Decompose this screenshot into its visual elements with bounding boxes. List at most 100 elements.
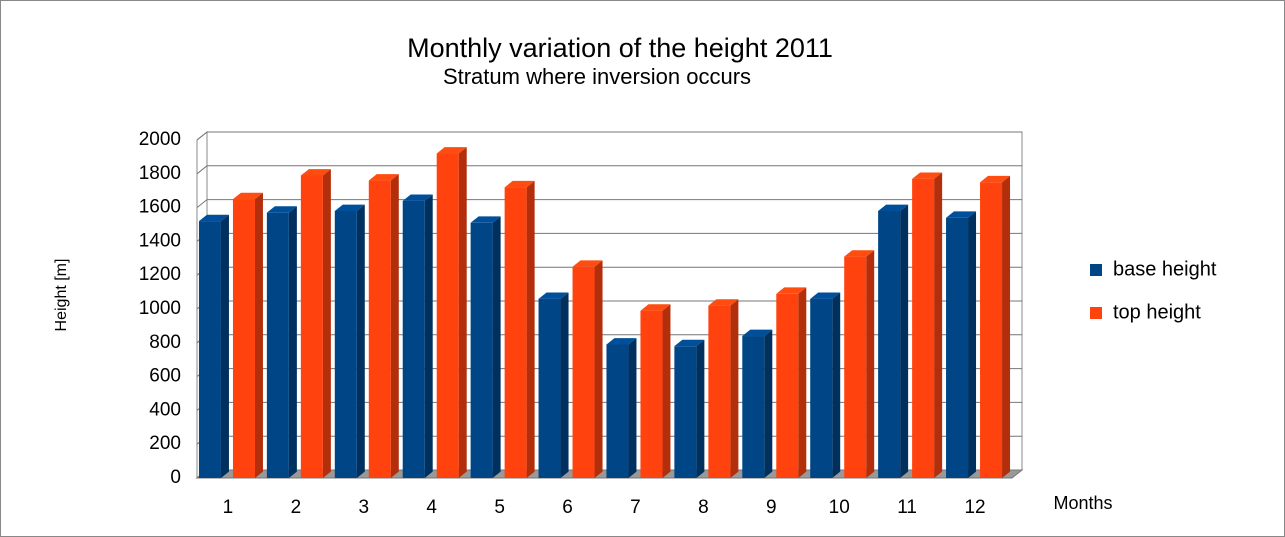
y-tick-label: 800 <box>149 332 181 353</box>
bar-side <box>866 250 875 478</box>
bar-top <box>402 194 433 201</box>
bar-top <box>946 211 977 218</box>
y-tick-label: 1600 <box>139 197 181 218</box>
bar-top <box>504 180 535 188</box>
bar-top <box>844 250 875 257</box>
bar-top <box>266 206 297 213</box>
x-tick-label: 4 <box>426 497 437 518</box>
bar-side <box>730 299 739 478</box>
x-tick-label: 3 <box>359 497 370 518</box>
y-tick-label: 200 <box>149 433 181 454</box>
y-tick-label: 1800 <box>139 163 181 184</box>
bar-side <box>322 169 331 478</box>
x-axis-label: Months <box>1053 493 1112 513</box>
bar-front <box>980 182 1003 478</box>
bar-side <box>798 287 807 478</box>
bar-side <box>662 304 671 478</box>
bar <box>810 292 841 478</box>
bar-side <box>288 206 297 478</box>
bar-front <box>912 178 935 478</box>
bar-side <box>628 338 637 478</box>
bar <box>946 211 977 479</box>
bar-top <box>606 338 637 345</box>
bar-front <box>266 212 289 479</box>
bar-front <box>300 175 323 479</box>
bar-front <box>436 153 459 478</box>
bar-top <box>640 304 671 311</box>
chart-subtitle: Stratum where inversion occurs <box>443 64 751 89</box>
grid-line-side <box>196 131 208 141</box>
bar-top <box>470 216 501 223</box>
bar <box>844 250 875 478</box>
bar <box>878 204 909 479</box>
bar <box>504 180 535 479</box>
bar-top <box>368 174 399 181</box>
bar-top <box>436 147 467 154</box>
bar-side <box>934 172 943 478</box>
bar-top <box>776 287 807 294</box>
x-tick-label: 8 <box>698 497 709 518</box>
bar <box>232 192 263 478</box>
bar-side <box>492 216 501 478</box>
bar <box>912 172 943 478</box>
bar-front <box>844 256 867 478</box>
bar-top <box>572 260 603 267</box>
bar <box>980 175 1011 478</box>
x-tick-label: 6 <box>562 497 573 518</box>
bar <box>266 206 297 479</box>
x-tick-label: 11 <box>897 497 917 518</box>
y-tick-label: 1000 <box>139 298 181 319</box>
y-tick-label: 1400 <box>139 230 181 251</box>
bar-front <box>708 305 731 478</box>
y-tick-label: 0 <box>170 467 181 488</box>
bar-top <box>980 175 1011 183</box>
bar-side <box>832 292 841 478</box>
bar-top <box>232 192 263 200</box>
bar <box>436 147 467 478</box>
bar <box>368 174 399 478</box>
bar-side <box>424 194 433 478</box>
bar-front <box>878 210 901 479</box>
x-tick-label: 9 <box>766 497 777 518</box>
bar-front <box>572 266 595 478</box>
bar-front <box>810 298 833 478</box>
grid-line-side <box>196 165 208 175</box>
y-tick-label: 600 <box>149 366 181 387</box>
x-tick-label: 12 <box>964 497 985 518</box>
bar-front <box>470 222 493 478</box>
bar-front <box>538 298 561 478</box>
bar-front <box>946 217 969 479</box>
bar <box>300 169 331 479</box>
x-tick-label: 5 <box>494 497 505 518</box>
bar-top <box>912 172 943 179</box>
bar-front <box>232 199 255 478</box>
bar <box>708 299 739 478</box>
bar-top <box>300 169 331 176</box>
bar-top <box>538 292 569 299</box>
bar-front <box>776 293 799 478</box>
bar <box>198 214 229 478</box>
bar <box>674 339 705 478</box>
bar-side <box>560 292 569 478</box>
bar <box>334 204 365 479</box>
chart-title: Monthly variation of the height 2011 <box>407 33 833 63</box>
y-tick-label: 1200 <box>139 264 181 285</box>
bar-front <box>368 180 391 478</box>
bar <box>572 260 603 478</box>
bar-side <box>900 204 909 478</box>
bar <box>606 338 637 478</box>
y-tick-label: 2000 <box>139 129 181 150</box>
bar-top <box>878 204 909 211</box>
bar-top <box>810 292 841 299</box>
bar-front <box>606 344 629 478</box>
legend-swatch <box>1090 264 1102 276</box>
bar <box>538 292 569 478</box>
bar <box>776 287 807 478</box>
bar-top <box>708 299 739 306</box>
bar-front <box>402 200 425 478</box>
legend-label: top height <box>1113 301 1201 323</box>
bar-side <box>254 192 263 478</box>
legend-swatch <box>1090 307 1102 319</box>
bar-front <box>504 187 527 478</box>
bar-side <box>594 260 603 478</box>
